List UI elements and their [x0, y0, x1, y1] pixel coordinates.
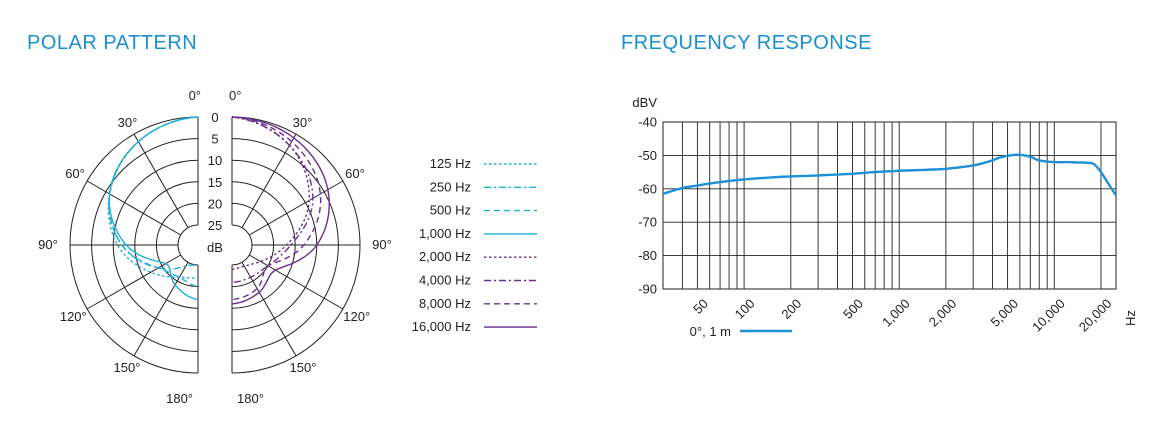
polar-db-tick-label: 0 — [211, 110, 218, 125]
polar-ring-right — [231, 224, 253, 266]
polar-angle-label-right: 0° — [229, 88, 241, 103]
polar-pattern-title: POLAR PATTERN — [27, 32, 198, 54]
polar-spoke-left — [86, 180, 181, 236]
freq-y-tick-label: -60 — [638, 181, 657, 196]
freq-x-tick-label: 50 — [690, 296, 711, 317]
polar-pattern-chart: 0 5 10 15 20 25 dB 0° 30° 60° 90° 120° 150° 180° 0° 30°… — [38, 88, 537, 406]
freq-x-tick-label: 20,000 — [1076, 296, 1115, 335]
frequency-response-title: FREQUENCY RESPONSE — [621, 32, 872, 54]
legend-label: 1,000 Hz — [419, 226, 471, 241]
freq-y-axis-label: dBV — [632, 95, 657, 110]
polar-db-unit-label: dB — [207, 240, 223, 255]
polar-angle-label-right: 30° — [293, 115, 313, 130]
polar-db-tick-label: 20 — [208, 196, 222, 211]
freq-y-tick-label: -90 — [638, 282, 657, 297]
polar-angle-label-left: 90° — [38, 237, 58, 252]
polar-spoke-left — [133, 133, 189, 228]
polar-ring-left — [177, 224, 199, 266]
polar-angle-label-right: 150° — [290, 360, 317, 375]
freq-x-tick-label: 100 — [732, 296, 758, 322]
freq-x-tick-label: 200 — [778, 296, 804, 322]
freq-plot-frame — [662, 121, 1117, 290]
polar-db-tick-label: 15 — [208, 175, 222, 190]
polar-db-tick-label: 5 — [211, 132, 218, 147]
polar-angle-label-left: 180° — [166, 391, 193, 406]
polar-spoke-right — [249, 254, 344, 310]
legend-label: 2,000 Hz — [419, 249, 471, 264]
polar-angle-label-left: 120° — [60, 309, 87, 324]
polar-angle-label-left: 30° — [118, 115, 138, 130]
polar-series-8000hz — [231, 116, 322, 301]
freq-x-tick-label: 500 — [840, 296, 866, 322]
polar-spoke-right — [241, 262, 297, 357]
polar-spoke-right — [241, 133, 297, 228]
polar-angle-label-right: 90° — [372, 237, 392, 252]
freq-legend-label: 0°, 1 m — [690, 324, 731, 339]
polar-center-gap — [199, 108, 231, 258]
legend-label: 125 Hz — [430, 156, 471, 171]
freq-response-line — [662, 153, 1118, 197]
freq-y-tick-label: -40 — [638, 115, 657, 130]
legend-label: 250 Hz — [430, 179, 471, 194]
freq-y-tick-label: -80 — [638, 248, 657, 263]
polar-angle-label-right: 60° — [345, 166, 365, 181]
legend-label: 4,000 Hz — [419, 273, 471, 288]
freq-x-tick-label: 1,000 — [879, 296, 913, 330]
freq-x-tick-label: 10,000 — [1029, 296, 1068, 335]
polar-angle-label-left: 0° — [189, 88, 201, 103]
polar-series-16000hz — [231, 116, 331, 305]
polar-series-1000hz — [108, 116, 199, 301]
polar-angle-label-left: 150° — [114, 360, 141, 375]
polar-angle-label-right: 180° — [237, 391, 264, 406]
freq-y-tick-label: -70 — [638, 215, 657, 230]
freq-x-tick-label: 5,000 — [988, 296, 1022, 330]
polar-angle-label-right: 120° — [343, 309, 370, 324]
polar-angle-label-left: 60° — [65, 166, 85, 181]
freq-x-axis-label: Hz — [1123, 310, 1138, 326]
legend-label: 16,000 Hz — [412, 319, 471, 334]
freq-x-tick-label: 2,000 — [926, 296, 960, 330]
legend-label: 8,000 Hz — [419, 296, 471, 311]
polar-series-4000hz — [231, 116, 314, 283]
freq-y-tick-label: -50 — [638, 148, 657, 163]
polar-db-tick-label: 25 — [208, 218, 222, 233]
legend-label: 500 Hz — [430, 203, 471, 218]
polar-db-tick-label: 10 — [208, 153, 222, 168]
